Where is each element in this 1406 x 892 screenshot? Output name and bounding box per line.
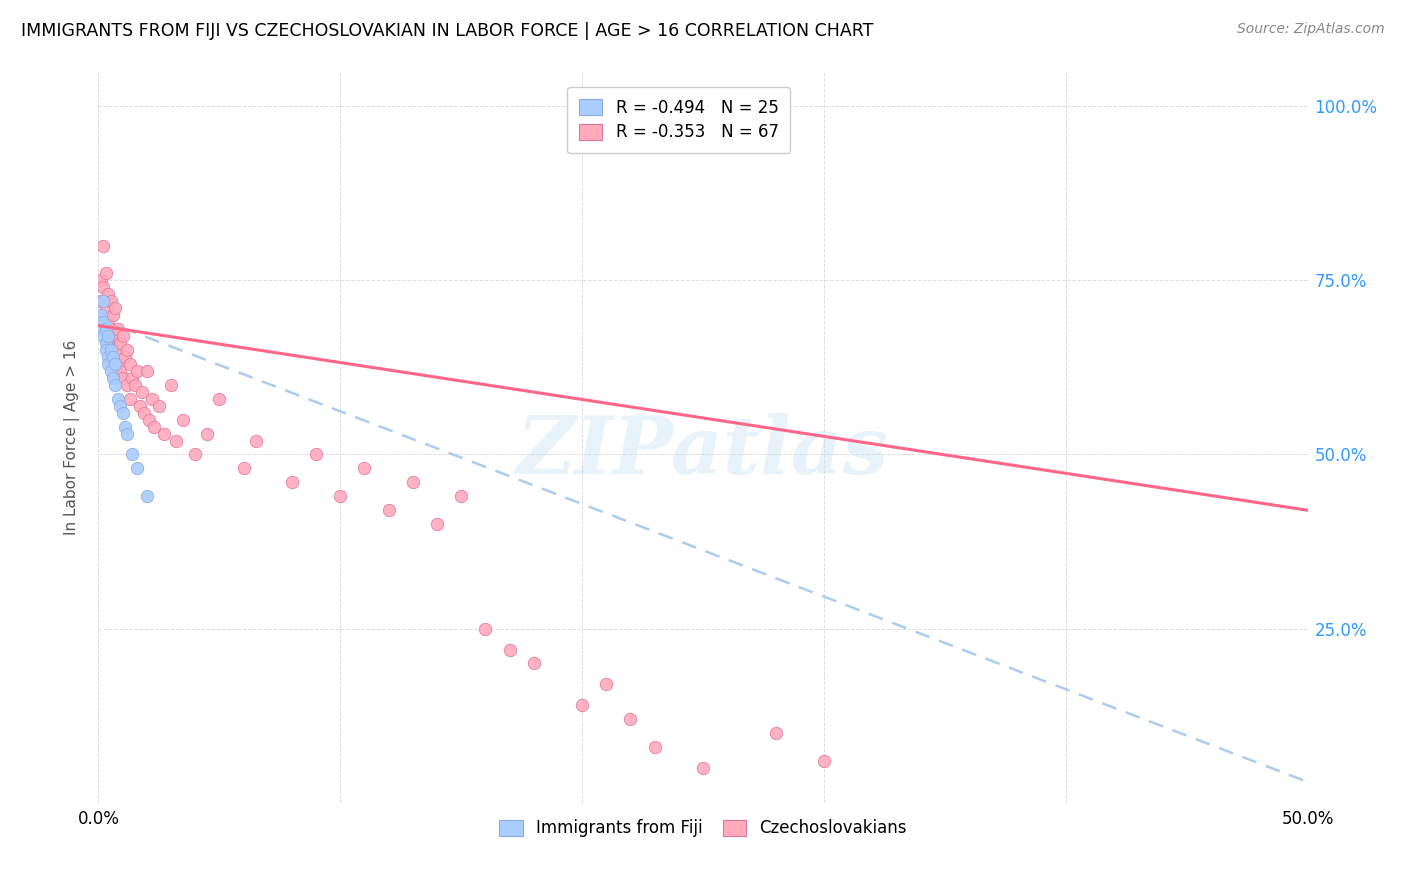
Point (141, 392, 163, 406)
Point (101, 371, 124, 385)
Point (692, 761, 714, 775)
Point (97, 350, 120, 364)
Point (97, 329, 120, 343)
Point (135, 364, 157, 378)
Point (91, 329, 114, 343)
Point (121, 448, 143, 462)
Point (91, 315, 114, 329)
Point (108, 364, 131, 378)
Point (165, 434, 187, 448)
Text: Source: ZipAtlas.com: Source: ZipAtlas.com (1237, 22, 1385, 37)
Point (90, 294, 112, 309)
Point (474, 622, 496, 636)
Point (108, 336, 131, 351)
Point (114, 419, 136, 434)
Point (353, 461, 375, 475)
Point (148, 399, 170, 413)
Point (97, 336, 120, 351)
Point (107, 392, 129, 406)
Text: IMMIGRANTS FROM FIJI VS CZECHOSLOVAKIAN IN LABOR FORCE | AGE > 16 CORRELATION CH: IMMIGRANTS FROM FIJI VS CZECHOSLOVAKIAN … (21, 22, 873, 40)
Point (402, 475, 425, 490)
Point (97, 287, 120, 301)
Point (305, 448, 328, 462)
Point (91, 294, 114, 309)
Point (498, 642, 520, 657)
Point (94, 322, 117, 336)
Point (101, 329, 124, 343)
Point (104, 377, 127, 392)
Point (107, 357, 129, 371)
Point (118, 392, 141, 406)
Point (104, 343, 127, 357)
Point (135, 489, 157, 503)
Point (94, 322, 117, 336)
Point (117, 343, 139, 357)
Point (172, 412, 194, 426)
Point (138, 412, 160, 426)
Point (195, 426, 218, 441)
Point (184, 448, 207, 462)
Point (100, 350, 122, 364)
Point (152, 426, 174, 441)
Point (91, 238, 114, 252)
Point (160, 377, 183, 392)
Point (127, 364, 149, 378)
Point (245, 434, 267, 448)
Point (813, 754, 835, 768)
Point (90, 322, 112, 336)
Point (117, 426, 139, 441)
Point (121, 371, 143, 385)
Point (127, 461, 149, 475)
Point (111, 406, 134, 420)
Point (377, 503, 399, 517)
Point (111, 371, 134, 385)
Point (100, 294, 122, 309)
Point (97, 357, 120, 371)
Point (108, 399, 131, 413)
Point (124, 377, 146, 392)
Point (90, 308, 112, 322)
Point (131, 384, 153, 399)
Point (450, 489, 472, 503)
Point (595, 677, 617, 691)
Point (118, 357, 141, 371)
Point (100, 364, 122, 378)
Point (100, 343, 122, 357)
Point (426, 517, 449, 532)
Point (97, 315, 120, 329)
Point (114, 350, 136, 364)
Point (765, 726, 787, 740)
Point (101, 308, 124, 322)
Point (329, 489, 352, 503)
Point (107, 322, 129, 336)
Point (644, 740, 666, 755)
Point (91, 280, 114, 294)
Point (143, 419, 166, 434)
Point (101, 350, 124, 364)
Point (91, 308, 114, 322)
Point (94, 336, 117, 351)
Point (571, 698, 593, 713)
Text: ZIPatlas: ZIPatlas (517, 413, 889, 491)
Point (111, 329, 134, 343)
Point (94, 343, 117, 357)
Point (104, 357, 127, 371)
Point (90, 273, 112, 287)
Point (134, 406, 156, 420)
Point (104, 301, 127, 316)
Point (117, 377, 139, 392)
Point (208, 392, 231, 406)
Legend: Immigrants from Fiji, Czechoslovakians: Immigrants from Fiji, Czechoslovakians (491, 811, 915, 846)
Point (128, 399, 150, 413)
Point (619, 712, 641, 726)
Point (232, 461, 254, 475)
Point (94, 301, 117, 316)
Point (94, 266, 117, 280)
Point (100, 322, 122, 336)
Point (281, 475, 304, 490)
Y-axis label: In Labor Force | Age > 16: In Labor Force | Age > 16 (65, 340, 80, 534)
Point (523, 657, 546, 671)
